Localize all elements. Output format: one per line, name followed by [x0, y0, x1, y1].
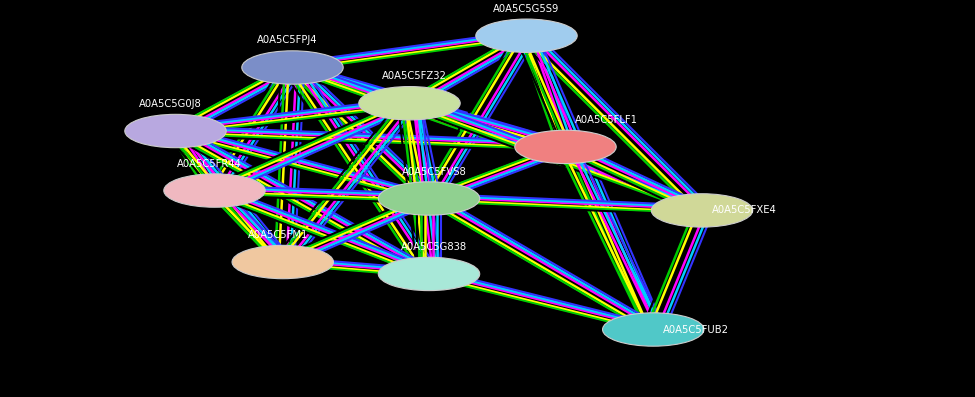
Text: A0A5C5FZ32: A0A5C5FZ32: [382, 71, 447, 81]
Text: A0A5C5FPJ4: A0A5C5FPJ4: [257, 35, 318, 45]
Text: A0A5C5FR44: A0A5C5FR44: [177, 159, 242, 169]
Ellipse shape: [232, 245, 333, 279]
Ellipse shape: [515, 130, 616, 164]
Ellipse shape: [378, 257, 480, 291]
Text: A0A5C5G0J8: A0A5C5G0J8: [139, 99, 202, 109]
Ellipse shape: [603, 313, 704, 346]
Text: A0A5C5G838: A0A5C5G838: [401, 242, 467, 252]
Text: A0A5C5FVS8: A0A5C5FVS8: [402, 167, 466, 177]
Ellipse shape: [359, 87, 460, 120]
Text: A0A5C5FUB2: A0A5C5FUB2: [663, 324, 729, 335]
Text: A0A5C5FM1: A0A5C5FM1: [248, 230, 308, 240]
Ellipse shape: [164, 174, 265, 207]
Text: A0A5C5G5S9: A0A5C5G5S9: [493, 4, 560, 14]
Ellipse shape: [242, 51, 343, 84]
Ellipse shape: [651, 194, 753, 227]
Text: A0A5C5FLF1: A0A5C5FLF1: [575, 115, 639, 125]
Ellipse shape: [476, 19, 577, 52]
Text: A0A5C5FXE4: A0A5C5FXE4: [712, 205, 776, 216]
Ellipse shape: [125, 114, 226, 148]
Ellipse shape: [378, 182, 480, 215]
